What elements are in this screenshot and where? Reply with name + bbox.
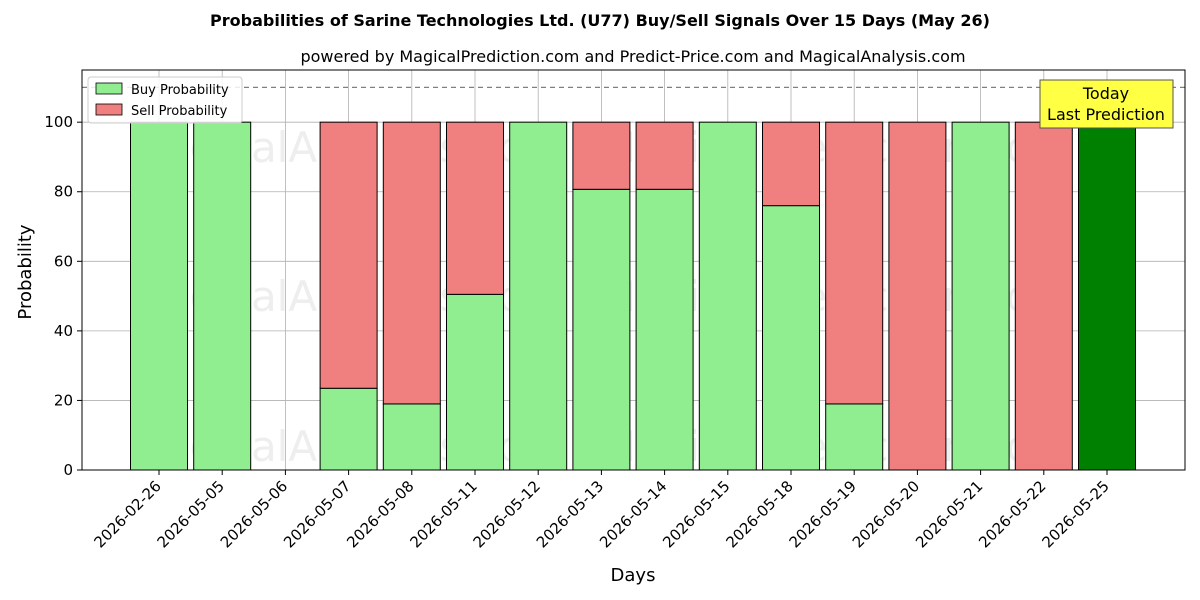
legend-swatch-sell: [95, 103, 123, 116]
bar-buy: [572, 188, 631, 471]
x-tick-label: 2026-05-13: [533, 477, 607, 551]
today-annotation-line1: Today: [1082, 84, 1129, 103]
bar-buy: [762, 205, 820, 471]
bar-sell: [319, 121, 378, 389]
x-tick-label: 2026-05-05: [154, 477, 228, 551]
x-tick-label: 2026-05-19: [786, 477, 860, 551]
y-tick-label: 0: [63, 461, 73, 479]
legend: Buy Probability Sell Probability: [87, 76, 243, 124]
legend-box: [87, 76, 243, 124]
bar-buy: [446, 293, 504, 471]
today-annotation-line2: Last Prediction: [1047, 105, 1165, 124]
bar-buy: [635, 188, 694, 471]
x-tick-label: 2026-05-20: [849, 477, 923, 551]
x-tick-label: 2026-05-12: [470, 477, 544, 551]
x-tick-label: 2026-05-11: [406, 477, 480, 551]
y-tick-label: 60: [54, 252, 73, 270]
bar-sell: [825, 121, 884, 405]
bar-sell: [382, 121, 441, 405]
bar-sell: [635, 121, 694, 190]
x-axis: 2026-02-262026-05-052026-05-062026-05-07…: [90, 470, 1113, 551]
bar-sell: [446, 121, 504, 295]
bar-buy: [1078, 121, 1136, 471]
today-annotation-box: [1039, 79, 1174, 129]
plot-frame: [81, 69, 1186, 471]
x-tick-label: 2026-02-26: [90, 477, 164, 551]
bar-sell: [888, 121, 947, 471]
legend-swatch-buy: [95, 82, 123, 95]
x-tick-label: 2026-05-18: [722, 477, 796, 551]
x-tick-label: 2026-05-22: [975, 477, 1049, 551]
y-tick-label: 20: [54, 391, 73, 409]
y-axis: 0 20 40 60 80 100: [44, 113, 82, 479]
bar-buy: [382, 403, 441, 471]
x-tick-label: 2026-05-07: [280, 477, 354, 551]
bar-sell: [572, 121, 631, 190]
chart-subtitle: powered by MagicalPrediction.com and Pre…: [300, 47, 965, 66]
bar-buy: [951, 121, 1010, 471]
bar-sell: [1014, 121, 1073, 471]
y-tick-label: 100: [44, 113, 73, 131]
x-tick-label: 2026-05-06: [217, 477, 291, 551]
bar-sell: [762, 121, 820, 207]
chart-title: Probabilities of Sarine Technologies Ltd…: [210, 11, 990, 30]
legend-label-sell: Sell Probability: [131, 104, 228, 119]
y-axis-label: Probability: [15, 224, 36, 319]
x-tick-label: 2026-05-25: [1038, 477, 1112, 551]
bar-buy: [509, 121, 568, 471]
legend-label-buy: Buy Probability: [131, 83, 229, 98]
x-axis-label: Days: [611, 565, 656, 586]
x-tick-label: 2026-05-21: [912, 477, 986, 551]
y-tick-label: 80: [54, 183, 73, 201]
y-tick-label: 40: [54, 322, 73, 340]
bar-buy: [193, 121, 252, 471]
x-tick-label: 2026-05-15: [659, 477, 733, 551]
bar-buy: [130, 121, 188, 471]
x-tick-label: 2026-05-08: [343, 477, 417, 551]
bar-buy: [319, 387, 378, 471]
x-tick-label: 2026-05-14: [596, 477, 670, 551]
bar-buy: [825, 403, 884, 471]
bar-buy: [698, 121, 757, 471]
today-annotation: Today Last Prediction: [1039, 79, 1174, 129]
bars: [130, 121, 1136, 471]
